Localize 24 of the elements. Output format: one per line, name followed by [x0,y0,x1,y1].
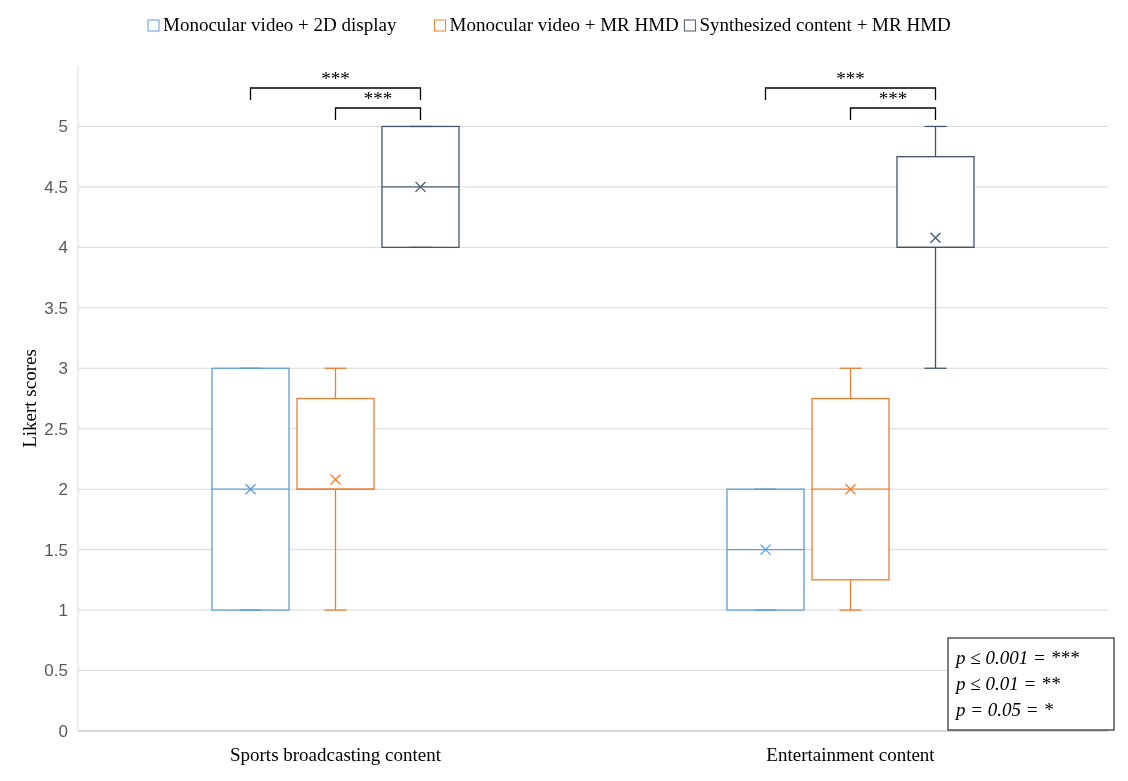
legend-label: Monocular video + 2D display [163,14,397,35]
legend-label: Monocular video + MR HMD [449,14,679,35]
y-tick-label: 0 [58,721,68,741]
y-tick-label: 0.5 [44,661,68,681]
annotation: p ≤ 0.001 = *** [954,647,1080,668]
annotation: *** [836,68,865,89]
annotation: *** [321,68,350,89]
annotation: *** [363,88,393,109]
y-tick-label: 2 [58,480,68,500]
annotation: p ≤ 0.01 = ** [954,673,1061,694]
y-tick-label: 5 [58,117,68,137]
annotation: p = 0.05 = * [954,699,1054,720]
y-axis-title: Likert scores [19,349,40,448]
y-tick-label: 4.5 [44,177,68,197]
y-tick-label: 1.5 [44,540,68,560]
x-tick-label: Entertainment content [766,744,936,765]
y-tick-label: 3 [58,359,68,379]
legend-label: Synthesized content + MR HMD [699,14,951,35]
y-tick-label: 3.5 [44,298,68,318]
annotation: *** [878,88,908,109]
y-tick-label: 4 [58,238,68,258]
y-tick-label: 1 [58,601,68,621]
x-tick-label: Sports broadcasting content [229,744,442,765]
y-tick-label: 2.5 [44,419,68,439]
